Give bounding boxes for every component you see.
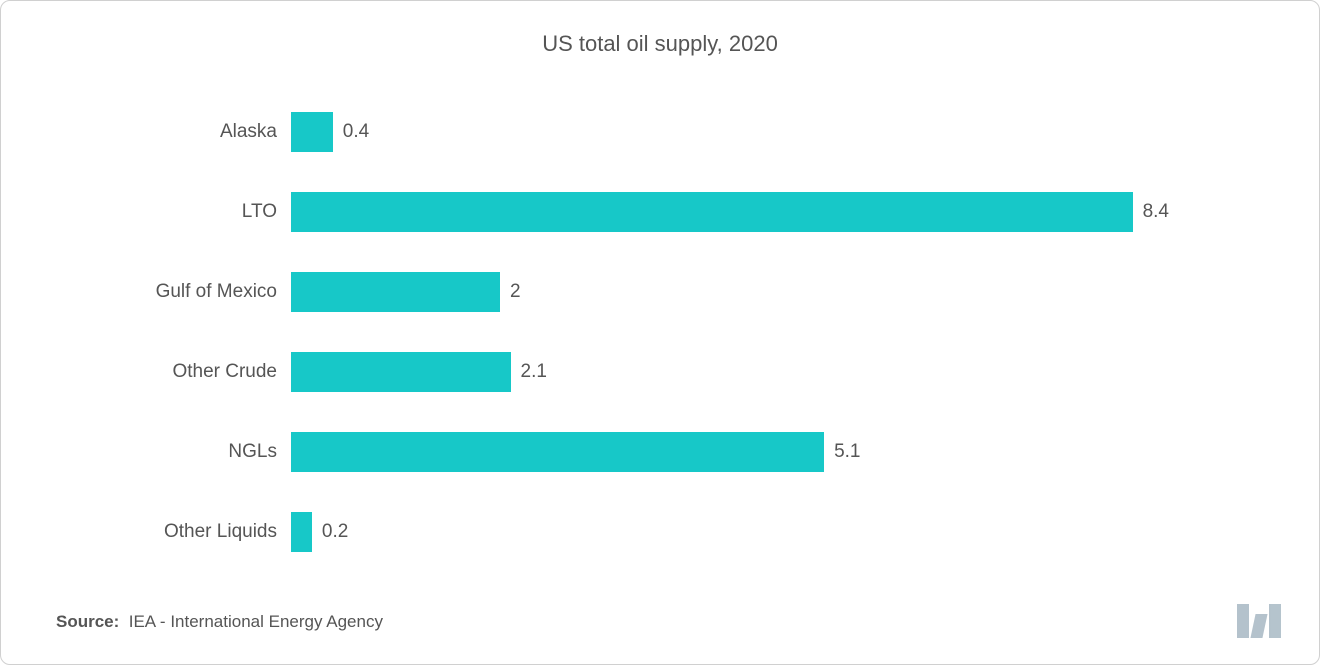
chart-title: US total oil supply, 2020: [51, 31, 1269, 57]
category-label: LTO: [121, 201, 291, 223]
bar-track: 0.4: [291, 112, 1169, 152]
brand-logo-icon: [1237, 604, 1281, 638]
bar-track: 2: [291, 272, 1169, 312]
bar: [291, 112, 333, 152]
category-label: Gulf of Mexico: [121, 281, 291, 303]
value-label: 0.4: [333, 121, 369, 143]
category-label: Other Liquids: [121, 521, 291, 543]
source-text: IEA - International Energy Agency: [129, 612, 383, 631]
bar-track: 0.2: [291, 512, 1169, 552]
bar-track: 2.1: [291, 352, 1169, 392]
category-label: NGLs: [121, 441, 291, 463]
bar: [291, 272, 500, 312]
bar: [291, 512, 312, 552]
bar-track: 5.1: [291, 432, 1169, 472]
bar-row: LTO 8.4: [121, 192, 1169, 232]
value-label: 2.1: [511, 361, 547, 383]
value-label: 5.1: [824, 441, 860, 463]
source-key: Source:: [56, 612, 119, 631]
value-label: 2: [500, 281, 521, 303]
bar: [291, 352, 511, 392]
bar-track: 8.4: [291, 192, 1169, 232]
bar-row: Gulf of Mexico 2: [121, 272, 1169, 312]
bar-row: Other Liquids 0.2: [121, 512, 1169, 552]
value-label: 8.4: [1133, 201, 1169, 223]
category-label: Alaska: [121, 121, 291, 143]
bar-row: Alaska 0.4: [121, 112, 1169, 152]
bar: [291, 192, 1133, 232]
category-label: Other Crude: [121, 361, 291, 383]
bar-row: Other Crude 2.1: [121, 352, 1169, 392]
source-line: Source: IEA - International Energy Agenc…: [56, 612, 383, 632]
bar: [291, 432, 824, 472]
bar-row: NGLs 5.1: [121, 432, 1169, 472]
chart-area: Alaska 0.4 LTO 8.4 Gulf of Mexico 2 Othe…: [51, 112, 1269, 552]
value-label: 0.2: [312, 521, 348, 543]
